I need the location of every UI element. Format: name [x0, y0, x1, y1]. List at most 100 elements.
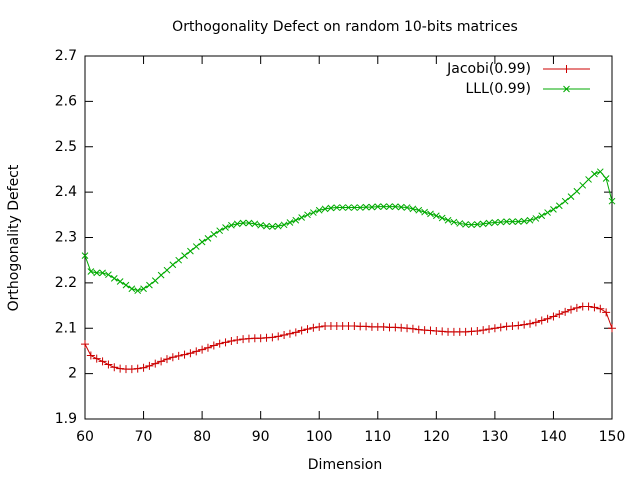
data-point	[122, 281, 130, 289]
data-point	[444, 216, 452, 224]
data-point	[286, 219, 294, 226]
data-point	[192, 243, 200, 250]
x-tick-label: 100	[306, 429, 333, 445]
data-point	[520, 217, 528, 225]
data-point	[198, 345, 207, 354]
data-point	[561, 197, 569, 205]
data-point	[549, 312, 558, 321]
data-point	[438, 214, 446, 222]
data-point	[479, 220, 487, 228]
data-point	[263, 222, 270, 230]
data-point	[192, 347, 201, 356]
data-point	[345, 204, 352, 211]
data-point	[99, 269, 106, 277]
data-point	[555, 310, 564, 319]
x-axis-label: Dimension	[308, 457, 382, 473]
data-point	[175, 256, 183, 264]
data-point	[181, 252, 188, 260]
data-point	[285, 329, 294, 338]
data-point	[304, 211, 311, 219]
data-point	[368, 203, 376, 211]
data-point	[456, 220, 464, 227]
data-point	[485, 325, 494, 334]
data-point	[496, 323, 505, 332]
data-point	[221, 338, 230, 347]
legend-marker	[563, 85, 570, 93]
data-point	[140, 285, 147, 293]
data-point	[210, 230, 218, 238]
data-point	[180, 350, 189, 359]
data-point	[473, 326, 482, 335]
data-point	[386, 203, 393, 210]
data-point	[514, 218, 522, 225]
data-point	[169, 261, 177, 269]
data-point	[532, 215, 540, 222]
data-point	[526, 216, 534, 224]
data-point	[579, 181, 587, 189]
data-point	[544, 209, 551, 216]
data-point	[87, 268, 95, 275]
data-point	[233, 220, 241, 228]
data-point	[315, 206, 323, 214]
data-point	[104, 360, 113, 369]
x-tick-label: 90	[252, 429, 270, 445]
data-point	[222, 224, 229, 231]
data-point	[538, 212, 546, 220]
data-point	[490, 324, 499, 333]
data-point	[215, 339, 224, 348]
data-point	[374, 203, 382, 210]
data-point	[105, 271, 112, 279]
data-point	[93, 269, 101, 277]
data-point	[291, 328, 300, 337]
data-point	[146, 281, 153, 289]
data-point	[503, 218, 510, 225]
data-point	[514, 321, 523, 330]
data-point	[298, 214, 306, 221]
data-point	[110, 274, 118, 282]
data-point	[227, 336, 236, 345]
data-point	[567, 305, 576, 314]
data-point	[239, 219, 247, 227]
data-point	[98, 357, 107, 366]
data-point	[204, 235, 212, 242]
data-point	[356, 204, 364, 211]
data-point	[151, 277, 159, 284]
y-tick-label: 2.7	[55, 48, 77, 64]
data-point	[274, 222, 282, 230]
data-point	[321, 205, 329, 213]
x-tick-label: 60	[76, 429, 94, 445]
data-point	[81, 340, 89, 349]
data-point	[462, 220, 469, 228]
data-point	[157, 271, 165, 279]
data-point	[309, 323, 318, 332]
data-point	[162, 355, 171, 364]
data-point	[391, 203, 399, 210]
chart-title: Orthogonality Defect on random 10-bits m…	[172, 19, 518, 35]
x-tick-label: 80	[193, 429, 211, 445]
x-tick-label: 150	[599, 429, 626, 445]
data-point	[257, 221, 265, 229]
data-point	[351, 204, 358, 211]
data-point	[333, 204, 341, 211]
data-point	[415, 206, 423, 214]
legend-label: Jacobi(0.99)	[446, 61, 531, 77]
data-point	[139, 363, 148, 372]
data-point	[585, 176, 592, 183]
legend-marker	[562, 65, 571, 73]
data-point	[427, 210, 434, 218]
data-point	[151, 359, 160, 368]
data-point	[310, 209, 317, 216]
data-point	[268, 333, 277, 342]
data-point	[86, 351, 95, 360]
data-point	[339, 204, 346, 211]
x-tick-label: 70	[135, 429, 153, 445]
data-point	[596, 168, 604, 176]
data-point	[315, 322, 324, 331]
y-tick-label: 2.5	[55, 139, 77, 155]
data-point	[174, 351, 183, 360]
data-point	[572, 303, 581, 312]
y-tick-label: 2.1	[55, 320, 77, 336]
data-point	[409, 205, 417, 213]
data-point	[269, 223, 276, 230]
